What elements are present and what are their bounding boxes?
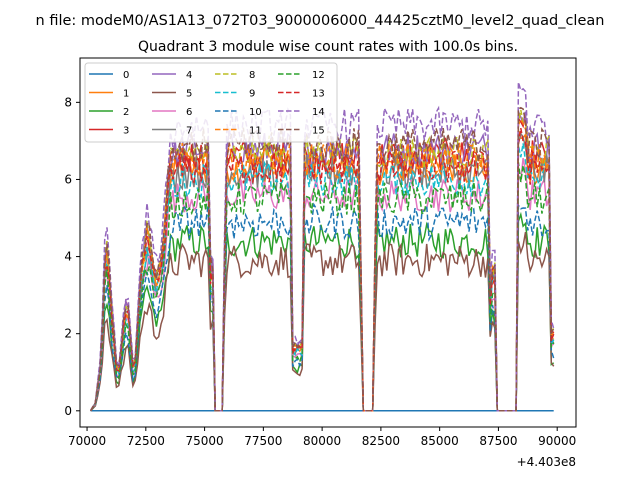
legend-box [84,62,338,143]
legend-label-11: 11 [249,126,262,137]
legend-label-7: 7 [186,126,192,137]
legend-label-13: 13 [312,89,325,100]
plot-area-frame [79,57,577,428]
series-line-9 [89,143,555,412]
x-tick-label: 70000 [68,434,106,448]
x-axis: 70000 72500 75000 77500 80000 82500 85000 87500… [68,427,576,448]
x-tick-label: 77500 [244,434,282,448]
legend-label-5: 5 [186,89,192,100]
y-tick-label: 8 [64,95,72,109]
legend-label-10: 10 [249,107,262,118]
y-axis: 0 2 4 6 8 [64,95,80,418]
series-line-12 [89,162,555,412]
legend-label-0: 0 [123,70,129,81]
x-tick-label: 75000 [185,434,223,448]
series-line-15 [89,106,555,412]
series-line-10 [90,202,555,412]
legend-label-8: 8 [249,70,255,81]
x-offset-label: +4.403e8 [517,455,576,469]
legend-label-6: 6 [186,107,192,118]
legend-label-14: 14 [312,107,325,118]
chart-title: Quadrant 3 module wise count rates with … [138,39,518,55]
legend-label-2: 2 [123,107,129,118]
legend-label-15: 15 [312,126,325,137]
x-tick-label: 80000 [303,434,341,448]
series-line-13 [89,127,555,412]
y-tick-label: 2 [64,327,72,341]
series-line-6 [89,157,555,412]
legend-label-1: 1 [123,89,129,100]
y-tick-label: 0 [64,404,72,418]
x-tick-label: 82500 [362,434,400,448]
legend-label-12: 12 [312,70,325,81]
y-tick-label: 4 [64,250,72,264]
x-tick-label: 85000 [421,434,459,448]
series-line-2 [90,211,555,412]
legend-label-9: 9 [249,89,255,100]
x-tick-label: 72500 [127,434,165,448]
y-tick-label: 6 [64,172,72,186]
x-tick-label: 87500 [479,434,517,448]
legend-label-4: 4 [186,70,192,81]
figure-suptitle: n file: modeM0/AS1A13_072T03_9000006000_… [36,13,605,29]
series-line-5 [90,231,555,412]
legend-label-3: 3 [123,126,129,137]
x-tick-label: 90000 [538,434,576,448]
